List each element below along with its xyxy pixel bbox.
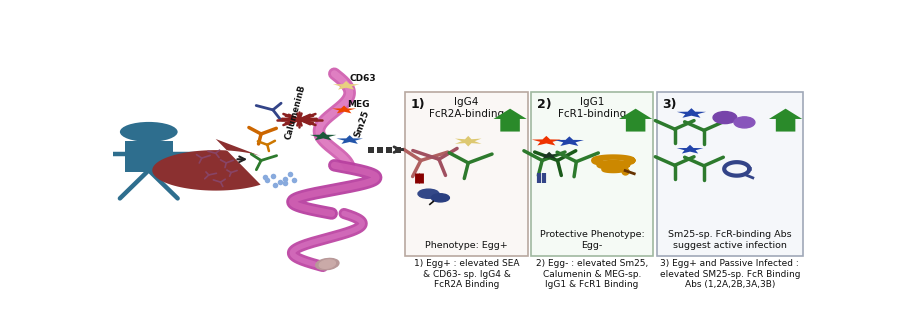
Text: 1): 1) [411, 98, 426, 111]
Text: 3): 3) [662, 98, 677, 111]
Polygon shape [310, 131, 337, 140]
Polygon shape [538, 152, 560, 159]
Text: IgG1
FcR1-binding: IgG1 FcR1-binding [558, 97, 626, 119]
Text: 3) Egg+ and Passive Infected :
elevated SM25-sp. FcR Binding
Abs (1,2A,2B,3A,3B): 3) Egg+ and Passive Infected : elevated … [660, 259, 800, 289]
Bar [125, 141, 173, 172]
Polygon shape [454, 136, 482, 146]
Text: Phenotype: Egg+: Phenotype: Egg+ [425, 241, 508, 250]
Ellipse shape [431, 194, 449, 202]
Polygon shape [677, 108, 706, 118]
Polygon shape [554, 136, 584, 146]
FancyBboxPatch shape [531, 92, 653, 256]
Text: CD63: CD63 [349, 74, 376, 83]
Polygon shape [769, 109, 802, 131]
Text: 2) Egg- : elevated Sm25,
Calumenin & MEG-sp.
IgG1 & FcR1 Binding: 2) Egg- : elevated Sm25, Calumenin & MEG… [536, 259, 648, 289]
Ellipse shape [713, 111, 737, 124]
Polygon shape [332, 105, 356, 113]
Polygon shape [493, 109, 526, 131]
Text: 1) Egg+ : elevated SEA
& CD63- sp. IgG4 &
FcR2A Binding: 1) Egg+ : elevated SEA & CD63- sp. IgG4 … [414, 259, 519, 289]
Ellipse shape [734, 117, 755, 128]
Text: MEG: MEG [346, 100, 369, 110]
Circle shape [120, 122, 177, 142]
Ellipse shape [316, 259, 339, 270]
Text: IgG4
FcR2A-binding: IgG4 FcR2A-binding [429, 97, 504, 119]
Polygon shape [152, 139, 261, 191]
Text: Sm25: Sm25 [353, 109, 372, 138]
Polygon shape [337, 135, 363, 144]
Polygon shape [532, 136, 561, 146]
Ellipse shape [320, 260, 336, 268]
FancyBboxPatch shape [657, 92, 803, 256]
Polygon shape [619, 109, 652, 131]
Text: Sm25-sp. FcR-binding Abs
suggest active infection: Sm25-sp. FcR-binding Abs suggest active … [668, 230, 792, 250]
Text: 2): 2) [536, 98, 551, 111]
Ellipse shape [418, 189, 439, 198]
Polygon shape [333, 81, 359, 90]
Text: CalumeninB: CalumeninB [284, 84, 307, 141]
FancyBboxPatch shape [405, 92, 527, 256]
Text: Protective Phenotype:
Egg-: Protective Phenotype: Egg- [540, 230, 644, 250]
Polygon shape [677, 145, 703, 154]
